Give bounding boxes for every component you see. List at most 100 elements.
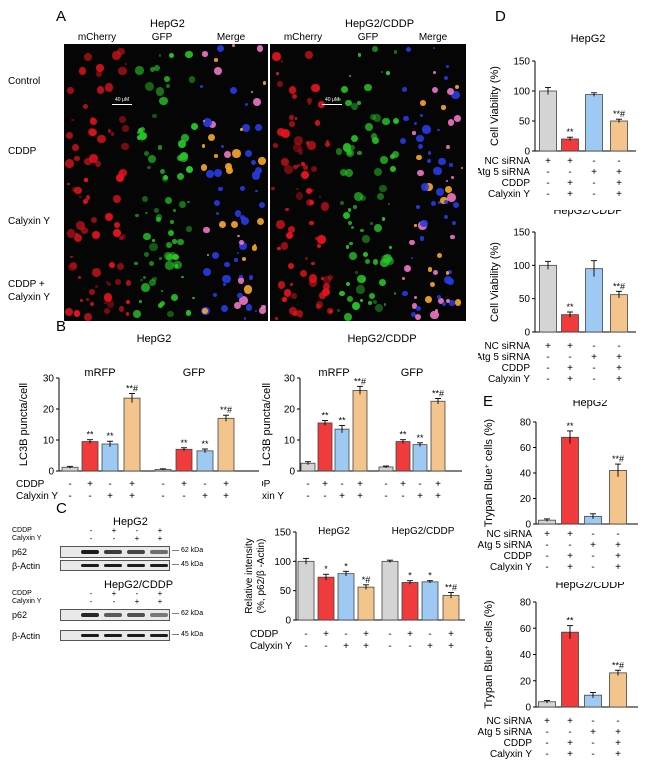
fluorescent-cell — [288, 121, 295, 127]
fluorescent-cell — [139, 300, 142, 303]
fluorescent-cell — [104, 301, 107, 305]
fluorescent-cell — [203, 268, 212, 277]
treatment-sign: - — [545, 562, 548, 573]
treatment-sign: - — [545, 551, 548, 562]
y-tick-label: 0 — [524, 147, 530, 158]
y-tick-label: 20 — [520, 494, 532, 505]
fluorescent-cell — [324, 142, 330, 148]
y-tick-label: 0 — [525, 703, 531, 714]
fluorescent-cell — [402, 86, 408, 92]
fluorescent-cell — [370, 133, 378, 140]
fluorescent-cell — [73, 234, 82, 243]
fluorescent-cell — [96, 86, 105, 94]
fluorescent-cell — [104, 293, 113, 302]
fluorescent-cell — [173, 260, 182, 270]
fluorescent-cell — [258, 201, 265, 208]
fluorescent-cell — [438, 201, 441, 204]
fluorescent-cell — [340, 168, 348, 176]
blot-sign: - — [89, 589, 93, 598]
treatment-sign: - — [546, 374, 549, 385]
fluorescent-cell — [429, 281, 436, 288]
fluorescent-cell — [239, 240, 245, 246]
treatment-sign: + — [567, 156, 573, 167]
fluorescent-cell — [158, 54, 162, 57]
fluorescent-cell — [104, 212, 113, 222]
fluorescent-cell — [277, 81, 284, 87]
blot-sign: + — [134, 534, 140, 543]
fluorescent-cell — [255, 166, 263, 174]
fluorescent-cell — [405, 46, 412, 53]
fluorescent-cell — [141, 282, 150, 292]
panel-e-label: E — [483, 393, 494, 410]
fluorescent-cell — [244, 103, 248, 107]
fluorescent-cell — [320, 276, 324, 280]
fluorescent-cell — [310, 188, 314, 193]
treatment-sign: + — [181, 479, 187, 490]
y-tick-label: 150 — [513, 228, 530, 239]
significance-label: ** — [416, 433, 424, 443]
bar — [609, 470, 627, 525]
fluorescent-cell — [75, 233, 78, 236]
fluorescent-cell — [170, 219, 175, 224]
fluorescent-cell — [142, 275, 147, 280]
fluorescent-cell — [231, 220, 239, 228]
fluorescent-cell — [74, 155, 80, 161]
treatment-sign: + — [567, 374, 573, 385]
y-tick-label: 0 — [289, 467, 295, 478]
fluorescent-cell — [248, 275, 254, 280]
fluorescent-cell — [416, 154, 422, 161]
significance-label: **# — [612, 660, 624, 670]
fluorescent-cell — [114, 279, 121, 286]
fluorescent-cell — [104, 308, 111, 315]
fluorescent-cell — [225, 166, 234, 175]
fluorescent-cell — [402, 290, 408, 296]
fluorescent-cell — [449, 234, 455, 240]
fluorescent-cell — [84, 158, 92, 166]
fluorescent-cell — [386, 70, 390, 75]
fluorescent-cell — [289, 115, 294, 120]
fluorescent-cell — [345, 169, 354, 177]
fluorescent-cell — [79, 298, 84, 303]
blot-band — [150, 634, 168, 637]
treatment-sign: + — [616, 352, 622, 363]
treatment-sign: + — [567, 529, 573, 540]
fluorescent-cell — [379, 279, 386, 286]
fluorescent-cell — [119, 235, 123, 240]
fluorescent-cell — [288, 262, 295, 269]
fluorescent-cell — [214, 153, 219, 158]
treatment-sign: + — [544, 529, 550, 540]
y-tick-label: 40 — [520, 469, 532, 480]
fluorescent-cell — [306, 198, 314, 206]
fluorescent-cell — [218, 221, 226, 229]
fluorescent-cell — [386, 257, 394, 265]
blot-band — [127, 613, 145, 617]
fluorescent-cell — [138, 132, 148, 141]
fluorescent-cell — [285, 207, 289, 212]
y-axis-label-line: LC3B puncta/cell — [18, 383, 30, 466]
bar — [317, 422, 333, 472]
treatment-sign: - — [428, 629, 431, 640]
treatment-sign: + — [615, 562, 621, 573]
fluorescent-cell — [272, 52, 281, 61]
fluorescent-cell — [410, 311, 416, 317]
fluorescent-cell — [362, 234, 370, 243]
fluorescent-cell — [186, 226, 192, 232]
fluorescent-cell — [78, 67, 87, 75]
blot-membrane — [60, 609, 170, 621]
fluorescent-cell — [209, 121, 217, 129]
fluorescent-cell — [170, 293, 179, 302]
treatment-sign: - — [568, 540, 571, 551]
fluorescent-cell — [161, 289, 164, 293]
fluorescent-cell — [96, 64, 104, 72]
fluorescent-cell — [72, 144, 79, 151]
row-label-cddp: CDDP — [8, 146, 37, 157]
blot-membrane — [60, 546, 170, 558]
fluorescent-cell — [305, 257, 309, 261]
fluorescent-cell — [444, 276, 453, 285]
blot-band — [81, 613, 99, 617]
treatment-sign: + — [616, 189, 622, 200]
fluorescent-cell — [250, 159, 256, 166]
fluorescent-cell — [293, 164, 298, 170]
treatment-sign: - — [68, 491, 71, 502]
significance-label: ** — [106, 431, 114, 441]
